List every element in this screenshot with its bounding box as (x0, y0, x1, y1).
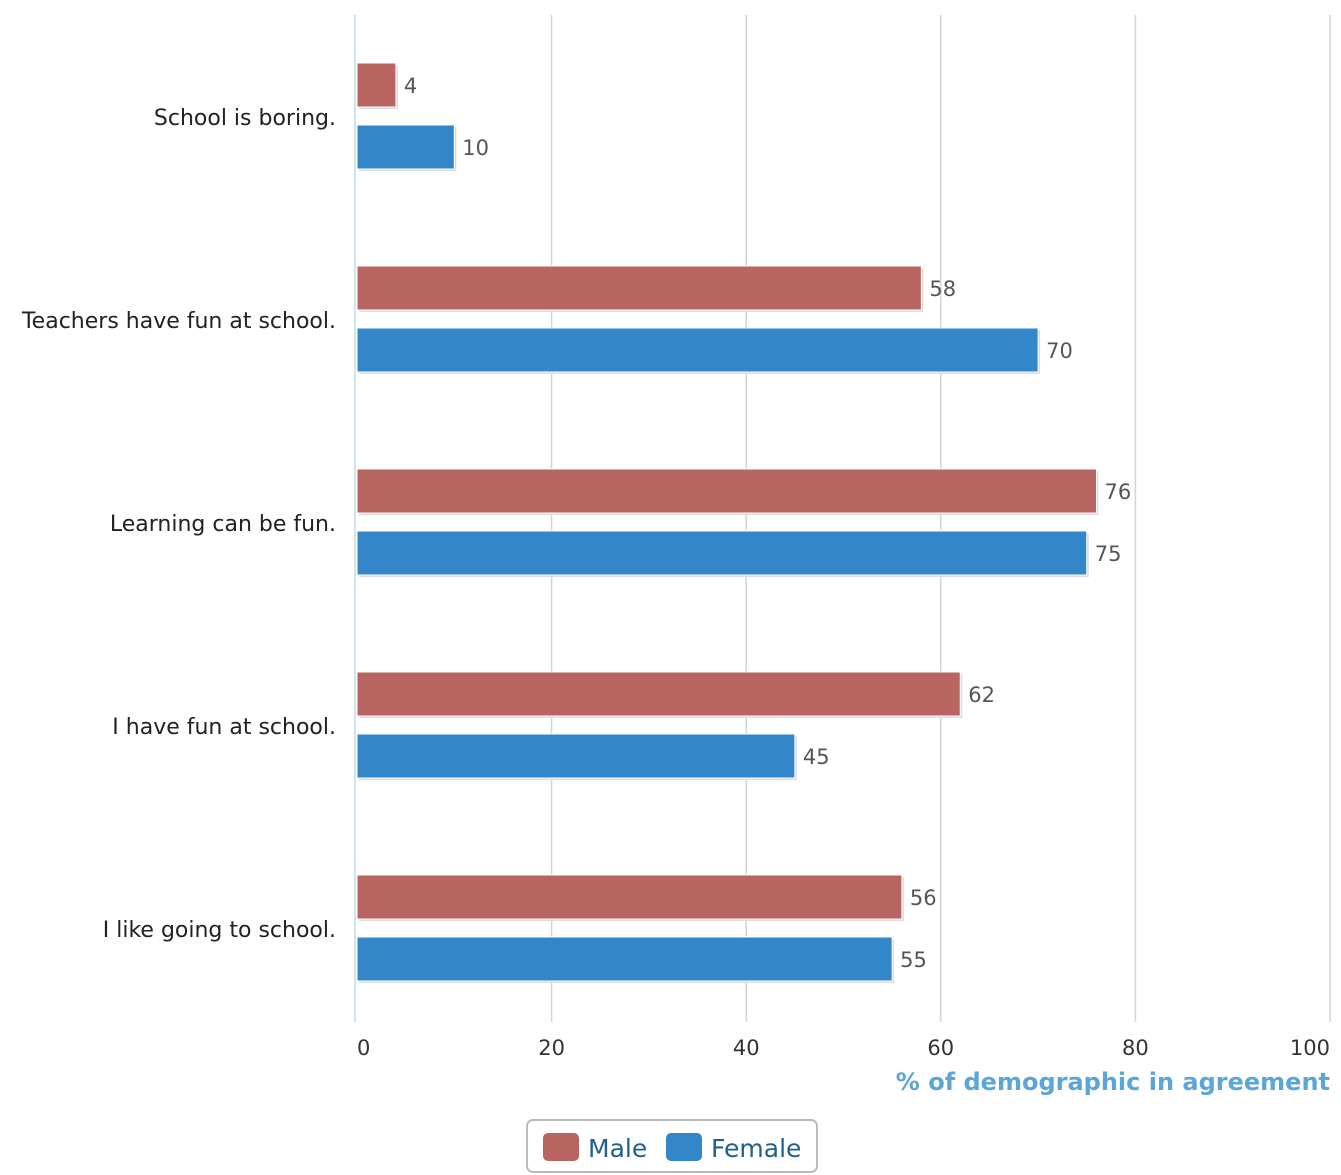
bar-female (356, 733, 796, 779)
x-tick-label: 100 (1290, 1036, 1330, 1060)
bar-female (356, 530, 1088, 576)
legend-label-female: Female (711, 1134, 801, 1163)
data-label: 10 (462, 136, 489, 160)
x-tick-label: 80 (1122, 1036, 1149, 1060)
category-label: I have fun at school. (112, 715, 336, 740)
data-label: 62 (968, 683, 995, 707)
bar-male (356, 265, 922, 311)
legend: Male Female (526, 1119, 818, 1173)
data-label: 76 (1104, 480, 1131, 504)
data-label: 4 (404, 74, 417, 98)
legend-swatch-male (543, 1133, 579, 1161)
gridlines (550, 15, 1331, 1022)
bar-male (356, 62, 397, 108)
legend-swatch-female (666, 1133, 702, 1161)
bar-female (356, 936, 893, 982)
x-tick-label: 60 (927, 1036, 954, 1060)
category-label: I like going to school. (103, 918, 336, 943)
x-tick-label: 40 (733, 1036, 760, 1060)
x-tick-label: 20 (538, 1036, 565, 1060)
data-label: 55 (900, 948, 927, 972)
bars: 4 10 58 70 76 75 62 45 56 55 (356, 62, 1131, 983)
category-label: Learning can be fun. (110, 512, 336, 537)
bar-male (356, 671, 961, 717)
bar-female (356, 327, 1039, 373)
data-label: 75 (1095, 542, 1122, 566)
x-axis-title: % of demographic in agreement (896, 1068, 1330, 1096)
category-label: Teachers have fun at school. (21, 309, 336, 334)
bar-male (356, 874, 903, 920)
x-tick-labels: 0 20 40 60 80 100 (357, 1036, 1330, 1060)
data-label: 45 (803, 745, 830, 769)
data-label: 58 (929, 277, 956, 301)
category-labels: School is boring. Teachers have fun at sc… (21, 106, 336, 943)
x-tick-label: 0 (357, 1036, 370, 1060)
category-label: School is boring. (154, 106, 336, 131)
bar-female (356, 124, 455, 170)
legend-label-male: Male (588, 1134, 647, 1163)
bar-male (356, 468, 1097, 514)
data-label: 56 (910, 886, 937, 910)
data-label: 70 (1046, 339, 1073, 363)
